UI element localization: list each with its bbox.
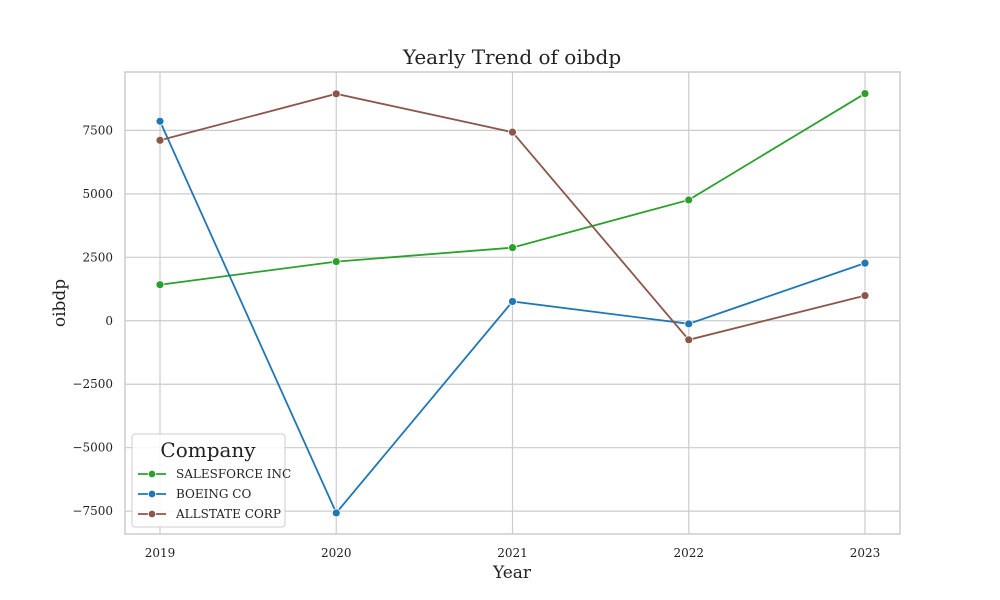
- legend-label: SALESFORCE INC: [176, 467, 291, 481]
- series-allstate-corp: [155, 89, 870, 345]
- data-point: [331, 508, 341, 518]
- x-axis-label: Year: [492, 563, 532, 583]
- data-point: [155, 116, 165, 126]
- data-point: [860, 291, 870, 301]
- legend-swatch-marker: [147, 469, 157, 479]
- legend-item: SALESFORCE INC: [138, 467, 291, 481]
- legend-items: SALESFORCE INC BOEING CO ALLSTATE CORP: [138, 467, 291, 521]
- plot-frame: [124, 71, 901, 535]
- legend-item: BOEING CO: [138, 487, 251, 501]
- y-tick-label: 2500: [82, 250, 113, 264]
- y-tick-label: 0: [105, 314, 113, 328]
- data-point: [508, 243, 517, 253]
- legend-label: BOEING CO: [176, 487, 251, 501]
- series-layer: [155, 89, 870, 518]
- y-tick-label: 7500: [82, 123, 113, 137]
- x-tick-label: 2021: [497, 546, 528, 560]
- y-tick-label: 5000: [82, 187, 113, 201]
- y-tick-label: −5000: [72, 441, 113, 455]
- legend-item: ALLSTATE CORP: [138, 507, 281, 521]
- y-axis-label: oibdp: [50, 279, 70, 327]
- data-point: [860, 89, 870, 98]
- data-point: [155, 280, 165, 290]
- data-point: [508, 127, 517, 137]
- legend-swatch-marker: [147, 509, 157, 519]
- y-axis-ticks: −7500 −5000 −2500 0 2500 5000 7500: [72, 123, 113, 518]
- x-tick-label: 2023: [850, 546, 881, 560]
- legend-box: [131, 433, 286, 528]
- legend-title: Company: [160, 438, 256, 462]
- x-tick-label: 2019: [145, 546, 176, 560]
- x-tick-label: 2020: [321, 546, 352, 560]
- data-point: [684, 195, 694, 205]
- data-point: [684, 335, 694, 345]
- series-boeing-co: [155, 116, 870, 518]
- data-point: [860, 258, 870, 268]
- y-tick-label: −7500: [72, 504, 113, 518]
- chart-title: Yearly Trend of oibdp: [402, 45, 621, 69]
- data-point: [508, 297, 517, 306]
- legend-label: ALLSTATE CORP: [175, 507, 281, 521]
- legend: Company SALESFORCE INC BOEING CO ALLSTATE …: [131, 433, 291, 528]
- data-point: [684, 319, 694, 329]
- y-tick-label: −2500: [72, 377, 113, 391]
- x-axis-ticks: 2019 2020 2021 2022 2023: [145, 546, 881, 560]
- data-point: [331, 257, 341, 267]
- x-tick-label: 2022: [673, 546, 704, 560]
- series-salesforce-inc: [155, 89, 870, 290]
- data-point: [331, 89, 341, 99]
- data-point: [155, 135, 165, 145]
- legend-swatch-marker: [147, 489, 157, 499]
